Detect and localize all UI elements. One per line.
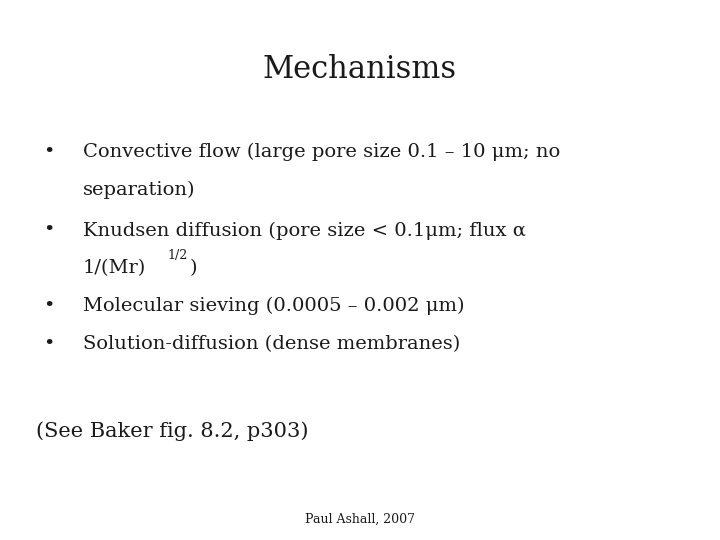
Text: Solution-diffusion (dense membranes): Solution-diffusion (dense membranes) — [83, 335, 460, 353]
Text: Convective flow (large pore size 0.1 – 10 μm; no: Convective flow (large pore size 0.1 – 1… — [83, 143, 560, 161]
Text: 1/2: 1/2 — [168, 249, 188, 262]
Text: Mechanisms: Mechanisms — [263, 54, 457, 85]
Text: •: • — [43, 143, 55, 161]
Text: •: • — [43, 297, 55, 315]
Text: (See Baker fig. 8.2, p303): (See Baker fig. 8.2, p303) — [36, 421, 308, 441]
Text: Knudsen diffusion (pore size < 0.1μm; flux α: Knudsen diffusion (pore size < 0.1μm; fl… — [83, 221, 526, 240]
Text: separation): separation) — [83, 181, 195, 199]
Text: •: • — [43, 335, 55, 353]
Text: Paul Ashall, 2007: Paul Ashall, 2007 — [305, 513, 415, 526]
Text: 1/(Mr): 1/(Mr) — [83, 259, 146, 277]
Text: Molecular sieving (0.0005 – 0.002 μm): Molecular sieving (0.0005 – 0.002 μm) — [83, 297, 464, 315]
Text: •: • — [43, 221, 55, 239]
Text: ): ) — [189, 259, 197, 277]
